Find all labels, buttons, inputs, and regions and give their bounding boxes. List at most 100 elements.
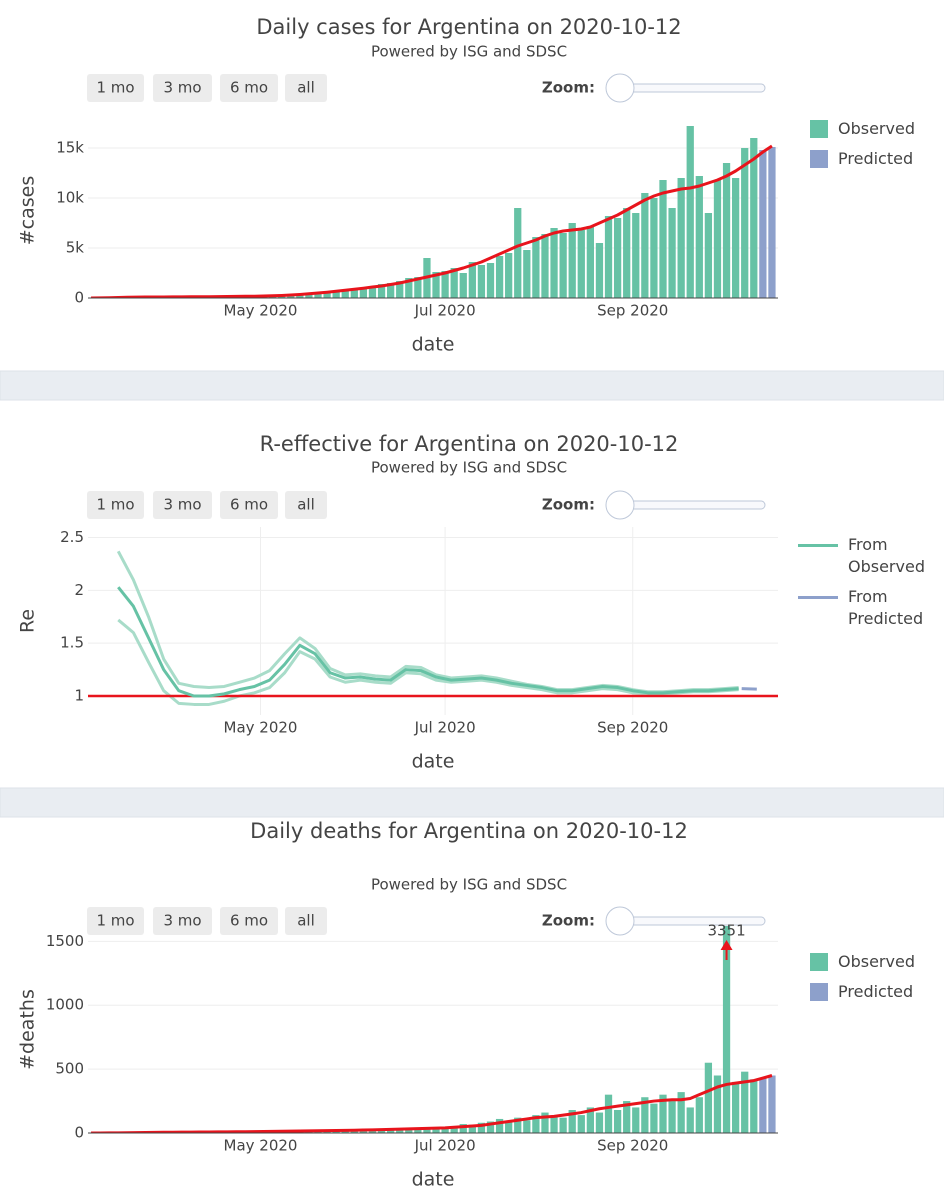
- plot-area: [88, 550, 778, 706]
- bar: [686, 126, 694, 298]
- button-label: all: [297, 912, 315, 930]
- legend-entry: Observed: [798, 951, 944, 973]
- bar: [722, 926, 731, 1133]
- bar: [486, 263, 495, 298]
- bar: [341, 1130, 349, 1133]
- y-axis-title: Re: [17, 609, 39, 633]
- bar: [613, 1110, 622, 1133]
- range-button[interactable]: all: [285, 491, 327, 519]
- range-button[interactable]: 1 mo: [87, 907, 144, 935]
- button-bg: [153, 491, 212, 519]
- bar: [659, 1094, 667, 1133]
- bar: [450, 1125, 458, 1133]
- y-tick-label: 10k: [56, 189, 84, 207]
- range-button[interactable]: 3 mo: [153, 491, 212, 519]
- bar: [750, 138, 758, 298]
- bar: [450, 268, 458, 298]
- x-tick-label: May 2020: [224, 719, 298, 737]
- y-tick-label: 1500: [46, 932, 84, 950]
- bar: [632, 1107, 640, 1133]
- legend-label: From Observed: [848, 535, 925, 576]
- bar: [595, 1112, 604, 1133]
- bar: [341, 290, 349, 298]
- x-tick-label: May 2020: [224, 302, 298, 320]
- range-button[interactable]: 3 mo: [153, 907, 212, 935]
- slider-track[interactable]: [619, 500, 766, 510]
- band-upper: [116, 550, 739, 694]
- range-button[interactable]: 6 mo: [220, 74, 278, 102]
- bar: [514, 208, 522, 298]
- bar: [405, 278, 413, 298]
- legend-symbol: [810, 953, 828, 971]
- slider-track[interactable]: [619, 83, 766, 93]
- range-button[interactable]: 1 mo: [87, 491, 144, 519]
- range-button[interactable]: 6 mo: [220, 907, 278, 935]
- bar: [623, 208, 631, 298]
- bar: [750, 1079, 758, 1133]
- zoom-label: Zoom:: [542, 79, 595, 97]
- bar: [559, 1117, 567, 1133]
- bar: [459, 273, 467, 298]
- bar: [650, 198, 658, 298]
- bar: [323, 292, 331, 298]
- y-axis-title: #deaths: [17, 989, 39, 1070]
- x-tick-label: Jul 2020: [414, 302, 476, 320]
- separator: [0, 370, 944, 401]
- bar: [559, 233, 567, 298]
- bar: [722, 163, 731, 298]
- bar: [768, 147, 776, 298]
- button-bg: [220, 907, 278, 935]
- button-bg: [285, 74, 327, 102]
- bar: [677, 178, 685, 298]
- bar: [759, 1078, 767, 1133]
- slider-handle[interactable]: [605, 490, 635, 520]
- bar: [550, 228, 558, 298]
- bar: [368, 287, 377, 298]
- bar: [623, 1101, 631, 1133]
- button-bg: [220, 74, 278, 102]
- legend-label: Observed: [838, 119, 915, 138]
- x-tick-label: Sep 2020: [597, 1137, 668, 1155]
- range-button[interactable]: 1 mo: [87, 74, 144, 102]
- button-bg: [220, 491, 278, 519]
- bar: [632, 213, 640, 298]
- slider-handle[interactable]: [605, 906, 635, 936]
- bar: [350, 288, 358, 298]
- y-tick-label: 500: [55, 1060, 84, 1078]
- bar: [296, 294, 304, 298]
- legend-entry: Predicted: [798, 981, 944, 1003]
- bar: [604, 1094, 613, 1133]
- legend: Observed Predicted: [798, 951, 944, 1011]
- y-tick-label: 0: [74, 289, 84, 307]
- zoom-label: Zoom:: [542, 496, 595, 514]
- button-bg: [87, 907, 144, 935]
- bar: [350, 1130, 358, 1133]
- bar: [305, 294, 313, 298]
- legend-symbol: [810, 983, 828, 1001]
- bar: [441, 1126, 449, 1133]
- series-line: [117, 586, 739, 698]
- bar: [741, 148, 749, 298]
- legend: Observed Predicted: [798, 118, 944, 178]
- bar: [314, 293, 322, 298]
- x-tick-label: Sep 2020: [597, 302, 668, 320]
- range-button[interactable]: 6 mo: [220, 491, 278, 519]
- range-button[interactable]: all: [285, 74, 327, 102]
- y-tick-label: 0: [74, 1124, 84, 1142]
- bar: [477, 265, 486, 298]
- legend-label: From Predicted: [848, 587, 924, 628]
- y-tick-label: 1000: [46, 996, 84, 1014]
- slider-handle[interactable]: [605, 73, 635, 103]
- range-button[interactable]: all: [285, 907, 327, 935]
- bar: [405, 1128, 413, 1133]
- bar: [650, 1103, 658, 1133]
- button-label: 6 mo: [230, 496, 268, 514]
- range-button[interactable]: 3 mo: [153, 74, 212, 102]
- y-tick-label: 2.5: [60, 528, 84, 546]
- bar: [477, 1122, 486, 1133]
- legend-symbol: [798, 544, 838, 547]
- bar: [387, 1129, 395, 1133]
- bar: [586, 1107, 594, 1133]
- bar: [604, 216, 613, 298]
